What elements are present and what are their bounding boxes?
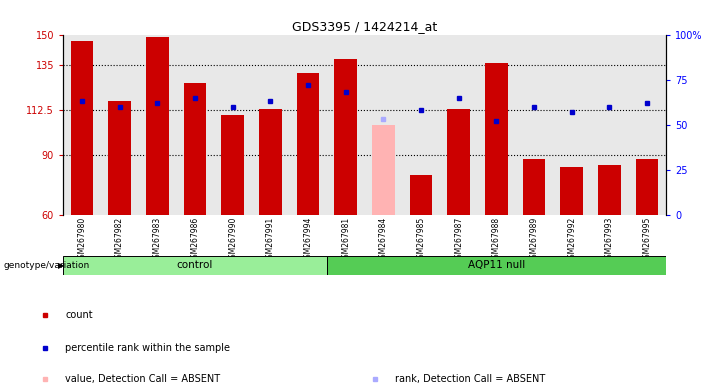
Bar — [447, 109, 470, 215]
Bar — [71, 41, 93, 215]
Bar — [146, 36, 168, 215]
Text: control: control — [177, 260, 213, 270]
Text: genotype/variation: genotype/variation — [4, 261, 90, 270]
Bar — [523, 159, 545, 215]
Bar — [372, 125, 395, 215]
Bar — [477, 35, 515, 215]
Bar — [327, 35, 365, 215]
Bar — [365, 35, 402, 215]
Bar — [590, 35, 628, 215]
Text: count: count — [65, 310, 93, 320]
Bar — [252, 35, 289, 215]
Text: ▶: ▶ — [58, 261, 64, 270]
Bar — [636, 159, 658, 215]
Bar — [63, 35, 101, 215]
Bar — [515, 35, 553, 215]
Bar — [327, 256, 666, 275]
Bar — [402, 35, 440, 215]
Bar — [289, 35, 327, 215]
Bar — [176, 35, 214, 215]
Bar — [184, 83, 206, 215]
Bar — [63, 256, 327, 275]
Bar — [553, 35, 590, 215]
Bar — [222, 115, 244, 215]
Bar — [259, 109, 282, 215]
Text: AQP11 null: AQP11 null — [468, 260, 525, 270]
Bar — [561, 167, 583, 215]
Bar — [101, 35, 138, 215]
Bar — [628, 35, 666, 215]
Text: rank, Detection Call = ABSENT: rank, Detection Call = ABSENT — [395, 374, 545, 384]
Bar — [334, 59, 357, 215]
Bar — [297, 73, 319, 215]
Title: GDS3395 / 1424214_at: GDS3395 / 1424214_at — [292, 20, 437, 33]
Bar — [214, 35, 252, 215]
Bar — [138, 35, 176, 215]
Bar — [598, 165, 621, 215]
Bar — [485, 63, 508, 215]
Bar — [440, 35, 477, 215]
Text: value, Detection Call = ABSENT: value, Detection Call = ABSENT — [65, 374, 220, 384]
Text: percentile rank within the sample: percentile rank within the sample — [65, 343, 230, 353]
Bar — [108, 101, 131, 215]
Bar — [409, 175, 433, 215]
